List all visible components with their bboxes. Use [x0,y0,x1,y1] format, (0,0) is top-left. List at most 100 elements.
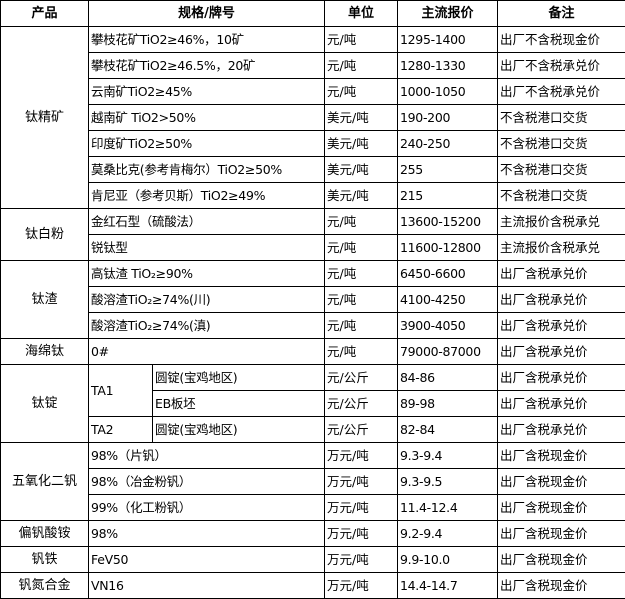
table-body: 钛精矿 攀枝花矿TiO2≥46%，10矿 元/吨 1295-1400 出厂不含税现金价攀… [0,26,625,599]
table-row: EB板坯 元/公斤 89-98 出厂含税承兑价 [1,390,625,417]
note-cell: 出厂含税承兑价 [497,312,625,339]
spec-cell: 金红石型（硫酸法） [88,208,325,235]
price-cell: 240-250 [397,130,498,157]
note-cell: 不含税港口交货 [497,156,625,183]
price-cell: 89-98 [397,390,498,417]
table-row: 五氧化二钒 98%（片钒） 万元/吨 9.3-9.4 出厂含税现金价 [0,442,625,521]
unit-cell: 美元/吨 [324,156,398,183]
note-cell: 出厂含税承兑价 [497,364,625,391]
note-cell: 主流报价含税承兑 [497,234,625,261]
product-cell: 钛渣 [0,260,89,339]
header-spec: 规格/牌号 [88,0,325,27]
table-row: 钛白粉 金红石型（硫酸法） 元/吨 13600-15200 主流报价含税承兑 [0,208,625,261]
table-row: 钒氮合金 VN16 万元/吨 14.4-14.7 出厂含税现金价 [0,572,625,599]
unit-cell: 元/吨 [324,26,398,53]
price-cell: 79000-87000 [397,338,498,365]
unit-cell: 元/吨 [324,312,398,339]
table-row: 越南矿 TiO2>50% 美元/吨 190-200 不含税港口交货 [1,104,625,131]
spec-cell: 0# [88,338,325,365]
table-row: 酸溶渣TiO₂≥74%(滇) 元/吨 3900-4050 出厂含税承兑价 [1,312,625,339]
unit-cell: 万元/吨 [324,442,398,469]
spec-cell: 莫桑比克(参考肯梅尔）TiO2≥50% [88,156,325,183]
price-cell: 190-200 [397,104,498,131]
unit-cell: 元/吨 [324,338,398,365]
header-product: 产品 [0,0,89,27]
spec-cell: 攀枝花矿TiO2≥46.5%，20矿 [88,52,325,79]
header-unit: 单位 [324,0,398,27]
spec-cell: 圆锭(宝鸡地区) [152,416,325,443]
note-cell: 不含税港口交货 [497,130,625,157]
unit-cell: 美元/吨 [324,130,398,157]
unit-cell: 元/吨 [324,260,398,287]
spec-cell: EB板坯 [152,390,325,417]
table-row: 钛精矿 攀枝花矿TiO2≥46%，10矿 元/吨 1295-1400 出厂不含税现金价 [0,26,625,209]
price-cell: 11600-12800 [397,234,498,261]
price-cell: 1295-1400 [397,26,498,53]
note-cell: 出厂含税现金价 [497,468,625,495]
price-cell: 9.3-9.4 [397,442,498,469]
unit-cell: 万元/吨 [324,494,398,521]
product-cell: 钛白粉 [0,208,89,261]
header-note: 备注 [497,0,625,27]
note-cell: 出厂含税承兑价 [497,286,625,313]
note-cell: 主流报价含税承兑 [497,208,625,235]
price-cell: 9.3-9.5 [397,468,498,495]
price-cell: 82-84 [397,416,498,443]
price-cell: 3900-4050 [397,312,498,339]
spec-cell: 圆锭(宝鸡地区) [152,364,325,391]
spec-cell: VN16 [88,572,325,599]
spec-cell: 酸溶渣TiO₂≥74%(川) [88,286,325,313]
table-row: 钛渣 高钛渣 TiO₂≥90% 元/吨 6450-6600 出厂含税承兑价 [0,260,625,339]
unit-cell: 元/公斤 [324,416,398,443]
spec-cell: 99%（化工粉钒） [88,494,325,521]
product-cell: 钛精矿 [0,26,89,209]
spec-cell: 酸溶渣TiO₂≥74%(滇) [88,312,325,339]
table-row: 钛锭 TA1 圆锭(宝鸡地区) 元/公斤 84-86 出厂含税承兑价 [0,364,625,443]
table-row: 偏钒酸铵 98% 万元/吨 9.2-9.4 出厂含税现金价 [0,520,625,547]
spec-cell: FeV50 [88,546,325,573]
note-cell: 出厂含税现金价 [497,520,625,547]
table-row: 98%（冶金粉钒） 万元/吨 9.3-9.5 出厂含税现金价 [1,468,625,495]
unit-cell: 美元/吨 [324,104,398,131]
unit-cell: 元/吨 [324,208,398,235]
note-cell: 出厂含税承兑价 [497,338,625,365]
table-row: 云南矿TiO2≥45% 元/吨 1000-1050 出厂不含税承兑价 [1,78,625,105]
note-cell: 出厂不含税承兑价 [497,52,625,79]
grade-cell: TA2 [88,416,153,443]
price-cell: 9.9-10.0 [397,546,498,573]
note-cell: 出厂含税承兑价 [497,416,625,443]
spec-cell: 98% [88,520,325,547]
spec-cell: 锐钛型 [88,234,325,261]
spec-cell: 越南矿 TiO2>50% [88,104,325,131]
note-cell: 不含税港口交货 [497,182,625,209]
note-cell: 出厂含税承兑价 [497,390,625,417]
unit-cell: 元/吨 [324,78,398,105]
spec-cell: 98%（冶金粉钒） [88,468,325,495]
spec-cell: 攀枝花矿TiO2≥46%，10矿 [88,26,325,53]
product-cell: 偏钒酸铵 [0,520,89,547]
price-cell: 4100-4250 [397,286,498,313]
unit-cell: 万元/吨 [324,572,398,599]
table-row: 肯尼亚（参考贝斯）TiO2≥49% 美元/吨 215 不含税港口交货 [1,182,625,209]
product-cell: 钒氮合金 [0,572,89,599]
unit-cell: 万元/吨 [324,468,398,495]
table-row: 酸溶渣TiO₂≥74%(川) 元/吨 4100-4250 出厂含税承兑价 [1,286,625,313]
note-cell: 出厂不含税承兑价 [497,78,625,105]
table-row: 99%（化工粉钒） 万元/吨 11.4-12.4 出厂含税现金价 [1,494,625,521]
price-cell: 13600-15200 [397,208,498,235]
spec-cell: 98%（片钒） [88,442,325,469]
price-cell: 9.2-9.4 [397,520,498,547]
note-cell: 不含税港口交货 [497,104,625,131]
product-cell: 钒铁 [0,546,89,573]
note-cell: 出厂含税现金价 [497,546,625,573]
unit-cell: 万元/吨 [324,520,398,547]
price-cell: 1000-1050 [397,78,498,105]
note-cell: 出厂含税现金价 [497,572,625,599]
spec-cell: 肯尼亚（参考贝斯）TiO2≥49% [88,182,325,209]
price-cell: 84-86 [397,364,498,391]
note-cell: 出厂不含税现金价 [497,26,625,53]
table-row: 莫桑比克(参考肯梅尔）TiO2≥50% 美元/吨 255 不含税港口交货 [1,156,625,183]
product-cell: 五氧化二钒 [0,442,89,521]
header-row: 产品 规格/牌号 单位 主流报价 备注 [0,0,625,27]
